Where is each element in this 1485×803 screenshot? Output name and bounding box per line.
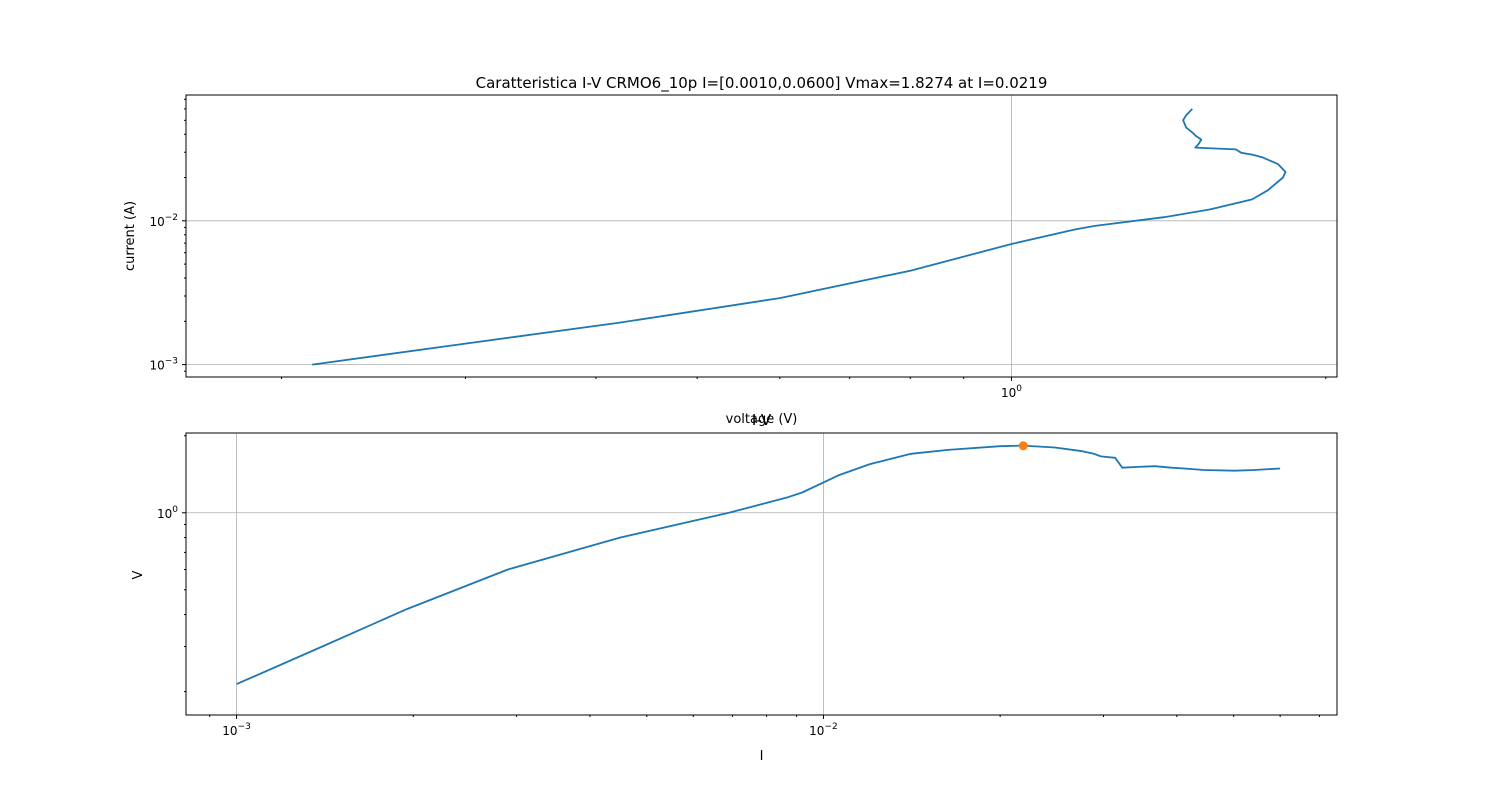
x-tick-label: 100 bbox=[1001, 384, 1022, 400]
ticks-top: 100 10−3 10−2 bbox=[149, 98, 1327, 400]
y-tick-label: 100 bbox=[157, 505, 178, 521]
y-tick-label: 10−2 bbox=[149, 213, 178, 229]
series-bottom bbox=[236, 441, 1281, 685]
x-tick-label: 10−2 bbox=[809, 722, 838, 738]
series-top bbox=[312, 108, 1287, 366]
ticks-bottom: 10−3 10−2 100 bbox=[157, 435, 1320, 738]
vmax-marker bbox=[1018, 441, 1028, 451]
chart-top: 100 10−3 10−2 Caratteristica I-V CRMO6_10p… bbox=[123, 74, 1338, 427]
chart-title-bottom: I-V bbox=[752, 411, 772, 429]
x-axis-label-bottom: I bbox=[760, 749, 764, 764]
series-line bbox=[312, 108, 1287, 366]
grid-top bbox=[186, 95, 1337, 377]
x-tick-label: 10−3 bbox=[222, 722, 251, 738]
y-tick-label: 10−3 bbox=[149, 357, 178, 373]
grid-bottom bbox=[186, 433, 1337, 715]
series-line bbox=[236, 444, 1281, 685]
chart-title-top: Caratteristica I-V CRMO6_10p I=[0.0010,0… bbox=[476, 74, 1048, 93]
x-axis-label-top: voltage (V) bbox=[726, 412, 798, 427]
chart-bottom: 10−3 10−2 100 I-V I V bbox=[131, 411, 1338, 764]
axes-frame-top bbox=[185, 94, 1338, 378]
y-axis-label-bottom: V bbox=[131, 570, 146, 579]
axes-frame-bottom bbox=[185, 432, 1338, 716]
y-axis-label-top: current (A) bbox=[123, 201, 138, 271]
